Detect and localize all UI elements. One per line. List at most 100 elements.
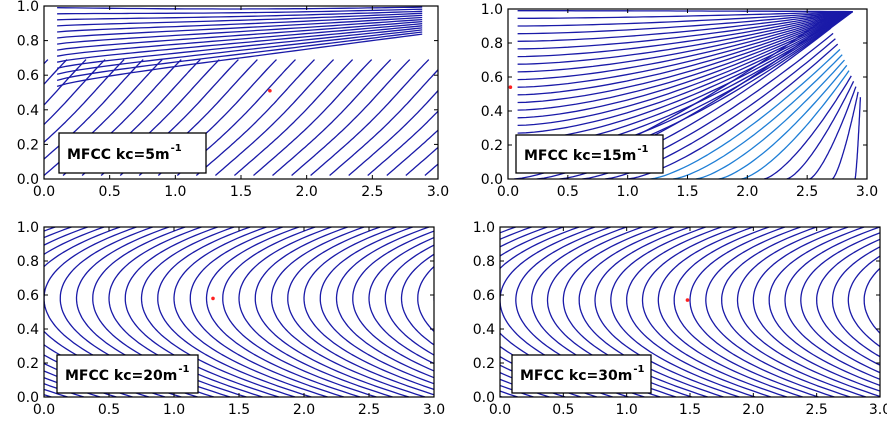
contour-line [718,64,848,179]
contour-line [721,227,867,397]
contour-line [831,246,880,358]
y-tick-label: 0.6 [473,288,495,304]
contour-line [157,227,312,397]
x-tick-label: 0.5 [98,402,120,418]
y-tick-label: 1.0 [481,2,503,18]
annotation-box: MFCC kc=5m -1 [58,132,207,174]
marker-point [685,298,690,302]
x-tick-label: 1.0 [617,184,639,200]
contour-line [786,81,855,179]
x-tick-label: 0.0 [33,184,55,200]
x-tick-label: 2.5 [361,184,383,200]
contour-line [610,227,756,397]
annotation-text: MFCC kc=20m [65,368,177,384]
contour-line [417,265,434,333]
panel-kc20: 0.0 0.5 1.0 1.5 2.0 2.5 3.0 0.0 0.2 0.4 0.6 0.8 1.0 M… [17,220,445,418]
y-tick-label: 0.0 [473,390,495,406]
annotation-text: MFCC kc=5m [67,147,170,163]
annotation-box: MFCC kc=15m -1 [515,134,664,174]
y-tick-label: 0.8 [17,34,39,50]
contour-line [517,10,853,65]
contour-line [594,227,740,397]
contour-line [303,227,434,391]
contour-line [517,11,853,127]
x-tick-label: 1.5 [230,184,252,200]
y-tick-label: 0.4 [17,103,39,119]
contour-line [367,110,438,176]
contour-line [329,68,438,176]
contour-line [650,48,841,179]
contour-line [517,10,853,96]
contour-line [517,10,853,42]
contour-line [386,129,438,176]
contour-line [57,6,423,10]
marker-point [268,88,272,93]
contour-line [270,227,426,397]
x-tick-label: 3.0 [869,402,887,418]
contour-line [705,227,851,397]
contour-line [44,59,68,86]
annotation-superscript: -1 [171,143,182,154]
contour-line [517,10,853,58]
contour-line [57,20,423,51]
annotation-text: MFCC kc=15m [524,148,636,164]
panel-kc15: 0.0 0.5 1.0 1.5 2.0 2.5 3.0 0.0 0.2 0.4 0.6 0.8 1.0 M… [481,2,878,200]
contour-line [56,33,423,88]
contour-line [854,97,862,179]
contour-line [517,11,853,134]
contour-line [695,59,845,179]
annotation-superscript: -1 [633,364,644,375]
contour-line [44,59,144,160]
contour-line [517,10,853,19]
contour-line [57,8,423,15]
contour-line [517,10,853,35]
contour-line [500,227,582,397]
contour-line [254,227,410,397]
contour-line [233,59,354,176]
x-tick-label: 1.5 [676,184,698,200]
contour-line [326,227,470,397]
contour-line [517,10,853,81]
contour-line [272,59,392,176]
y-tick-label: 0.0 [481,172,503,188]
contour-lines [44,6,438,176]
annotation-superscript: -1 [637,144,648,155]
contour-line [809,86,857,179]
x-tick-label: 1.5 [679,402,701,418]
annotation-superscript: -1 [178,364,189,375]
x-tick-label: 2.5 [806,402,828,418]
contour-line [342,227,486,397]
x-tick-label: 2.5 [358,402,380,418]
marker-point [508,85,513,89]
contour-line [310,227,454,397]
x-tick-label: 1.0 [164,184,186,200]
contour-line [57,16,423,39]
x-tick-label: 3.0 [423,402,445,418]
y-tick-label: 0.6 [17,68,39,84]
contour-line [405,146,438,176]
contour-line [763,75,852,179]
y-tick-label: 0.8 [17,254,39,270]
y-tick-label: 0.4 [481,104,503,120]
panel-kc5: 0.0 0.5 1.0 1.5 2.0 2.5 3.0 0.0 0.2 0.4 0.6 0.8 1.0 M… [17,0,449,200]
x-tick-label: 1.0 [616,402,638,418]
contour-line [384,244,434,356]
x-tick-label: 2.0 [296,184,318,200]
x-tick-label: 2.5 [796,184,818,200]
annotation-text: MFCC kc=30m [520,368,632,384]
contour-line [238,227,393,397]
contour-line [44,59,125,144]
contour-line [879,293,880,307]
contour-line [57,12,423,27]
contour-line [352,230,434,372]
contour-line [517,11,853,111]
y-tick-label: 1.0 [17,220,39,236]
annotation-box: MFCC kc=20m -1 [56,354,199,394]
x-tick-label: 0.5 [99,184,121,200]
x-tick-label: 0.0 [489,402,511,418]
contour-line [736,227,880,397]
contour-line [816,238,880,366]
contour-line [517,10,853,50]
x-tick-label: 2.0 [742,402,764,418]
